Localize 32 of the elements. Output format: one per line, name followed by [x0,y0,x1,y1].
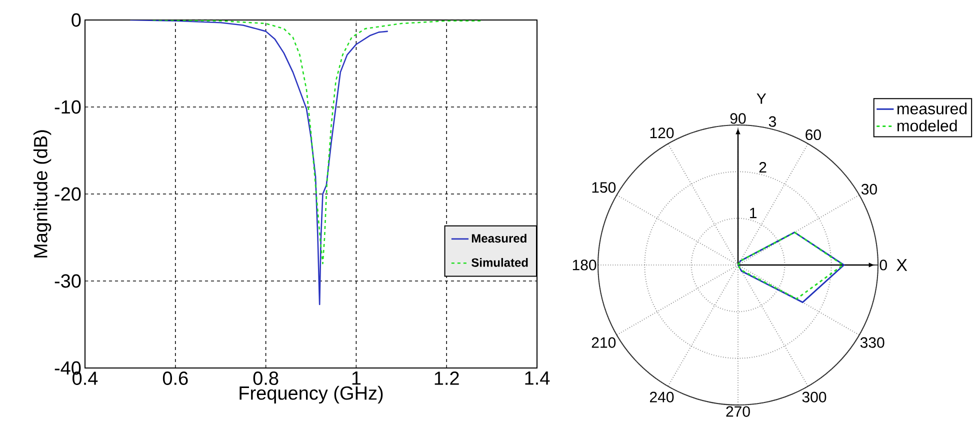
x-axis-title: Frequency (GHz) [240,386,383,404]
spoke-label: 60 [806,129,821,140]
x-tick-label: 1.2 [434,372,459,385]
spoke-label: 120 [650,128,674,138]
y-tick-label: 2 [759,162,766,173]
x-tick-label: 1.4 [525,372,550,385]
y-tick-label: -10 [54,100,81,114]
y-tick-label: -20 [54,187,81,201]
x-tick-label: 1 [352,372,361,385]
legend-label: measured [898,102,967,114]
spoke-label: 240 [650,392,674,402]
y-tick-label: 3 [768,116,776,127]
y-tick-label: 0 [72,13,81,27]
spoke-label: 300 [802,392,826,402]
x-tick-label: 0.6 [162,372,188,385]
y-axis-title: Magnitude (dB) [33,130,52,258]
spoke-label: 210 [592,337,616,348]
line-series [130,20,388,306]
spoke-label: 150 [592,182,616,193]
spoke-label: 330 [860,337,884,348]
spoke-label: 30 [861,184,877,195]
legend-label: Measured [472,234,526,243]
x-tick-label: 0.8 [253,372,278,385]
legend-label: Simulated [472,258,528,267]
y-tick-label: -30 [54,274,81,288]
legend-label: modeled [898,120,957,132]
text: Y [756,93,766,104]
text: X [896,259,908,271]
spoke-label: 90 [730,113,746,124]
spoke-label: 180 [572,260,596,270]
spoke-label: 270 [726,406,750,417]
spoke-label: 0 [880,260,887,270]
